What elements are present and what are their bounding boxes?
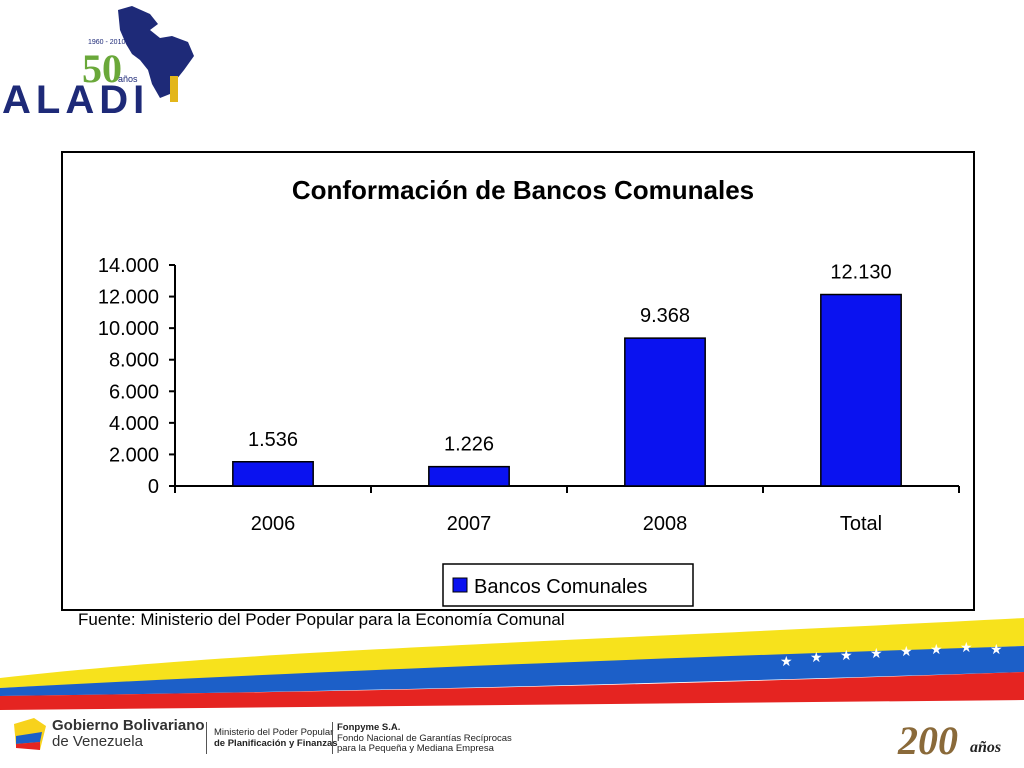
svg-text:★: ★ [930, 641, 943, 657]
bar-value-label: 12.130 [830, 262, 891, 284]
chart-frame: Conformación de Bancos Comunales 0 2.000 4… [61, 151, 975, 611]
bar-chart: Conformación de Bancos Comunales 0 2.000 4… [98, 175, 960, 607]
svg-text:★: ★ [900, 643, 913, 659]
y-tick-label: 8.000 [109, 350, 159, 372]
y-tick-label: 0 [148, 476, 159, 498]
x-tick-label: 2006 [251, 513, 296, 535]
gov-logo-text: Gobierno Bolivariano de Venezuela [52, 718, 205, 750]
svg-text:★: ★ [810, 649, 823, 665]
venezuela-flag-icon [14, 718, 46, 750]
legend-box [442, 563, 694, 607]
y-tick-label: 4.000 [109, 413, 159, 435]
logo-text: ALADI [2, 78, 149, 122]
source-note: Fuente: Ministerio del Poder Popular par… [78, 610, 565, 629]
y-tick-label: 6.000 [109, 381, 159, 403]
fonpyme-logo-text: Fonpyme S.A. Fondo Nacional de Garantías… [337, 722, 512, 755]
bar [428, 465, 510, 487]
bar-value-label: 1.226 [444, 434, 494, 456]
gov-line-2: de Venezuela [52, 733, 143, 750]
bars: 1.536 1.226 9.368 12.130 [232, 262, 902, 487]
americas-map-icon [118, 6, 194, 98]
ministry-logo-text: Ministerio del Poder Popular de Planific… [214, 727, 338, 749]
legend: Bancos Comunales [442, 563, 694, 607]
svg-text:★: ★ [990, 641, 1003, 657]
y-tick-label: 12.000 [98, 287, 159, 309]
bar-value-label: 1.536 [248, 429, 298, 451]
ministry-line-2: de Planificación y Finanzas [214, 738, 338, 749]
x-axis: 2006 2007 2008 Total [174, 485, 960, 535]
fonpyme-line-2: Fondo Nacional de Garantías Recíprocas [337, 732, 512, 744]
x-tick-label: 2008 [643, 513, 688, 535]
chart-title: Conformación de Bancos Comunales [292, 175, 754, 205]
y-axis: 0 2.000 4.000 6.000 8.000 10.000 12.000 14.000 [98, 255, 176, 498]
separator [206, 722, 207, 754]
legend-label: Bancos Comunales [474, 576, 647, 598]
svg-text:★: ★ [960, 639, 973, 655]
footer-bar [14, 718, 46, 750]
aladi-logo: 1960 - 2010 50 años ALADI [2, 6, 194, 122]
logo-anos: años [118, 74, 138, 84]
bicentennial-number: 200 [897, 718, 958, 762]
fonpyme-line-3: para la Pequeña y Mediana Empresa [337, 743, 494, 754]
ministry-line-1: Ministerio del Poder Popular [214, 727, 334, 738]
bicentennial-word: años [970, 739, 1001, 756]
bicentennial-logo: 200 años [897, 718, 1001, 762]
y-tick-label: 10.000 [98, 318, 159, 340]
x-tick-label: 2007 [447, 513, 492, 535]
gov-line-1: Gobierno Bolivariano [52, 717, 205, 734]
x-tick-label: Total [840, 513, 882, 535]
bar-value-label: 9.368 [640, 305, 690, 327]
flag-banner: ★ ★ ★ ★ ★ ★ ★ ★ [0, 618, 1024, 710]
fonpyme-line-1: Fonpyme S.A. [337, 722, 401, 733]
bar [820, 293, 902, 487]
y-tick-label: 14.000 [98, 255, 159, 277]
svg-text:★: ★ [840, 647, 853, 663]
bar [232, 461, 314, 487]
logo-years: 1960 - 2010 [88, 39, 125, 46]
flag-stars-icon: ★ ★ ★ ★ ★ ★ ★ ★ [780, 639, 1003, 669]
bar [624, 337, 706, 487]
y-tick-label: 2.000 [109, 444, 159, 466]
svg-text:★: ★ [870, 645, 883, 661]
logo-anniversary: 50 [82, 46, 122, 91]
legend-swatch [452, 577, 468, 593]
svg-text:★: ★ [780, 653, 793, 669]
separator [332, 722, 333, 754]
